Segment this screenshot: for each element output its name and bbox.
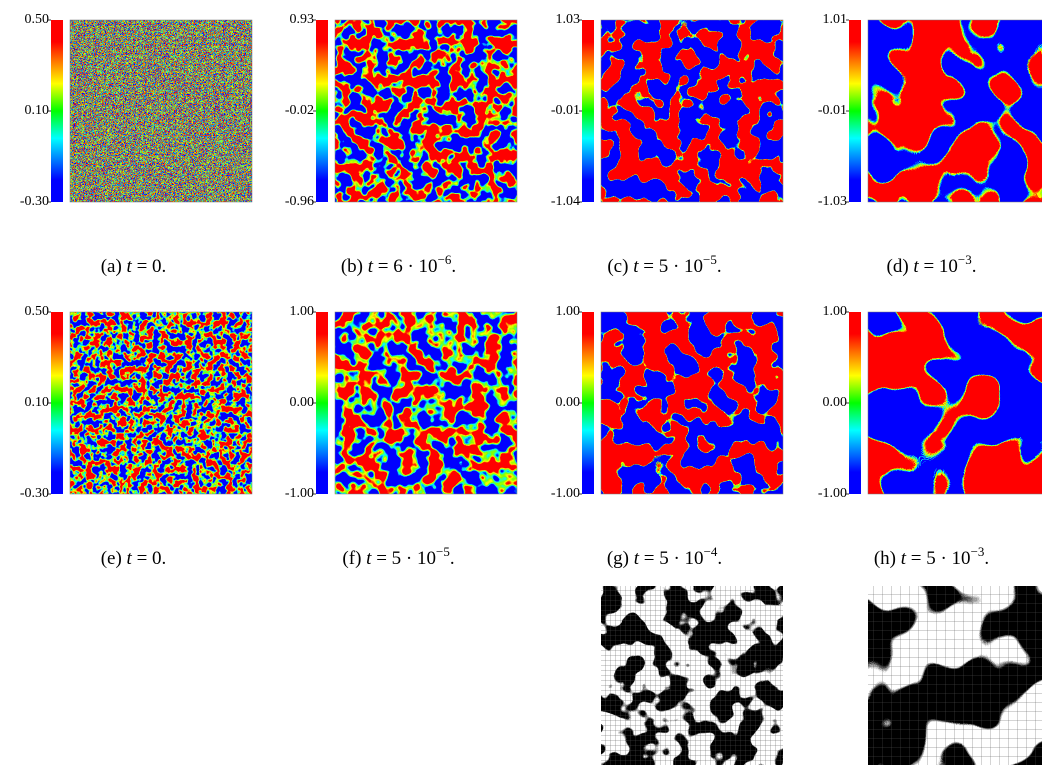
caption-label: (h) bbox=[874, 548, 896, 569]
mesh-panel bbox=[601, 586, 783, 765]
caption-label: (g) bbox=[607, 548, 629, 569]
colorbar-tick-label: -1.03 bbox=[818, 194, 847, 209]
caption-end: . bbox=[717, 548, 722, 569]
colorbar bbox=[849, 20, 861, 202]
caption-end: . bbox=[717, 256, 722, 277]
caption: (f) t = 5 · 10−5. bbox=[342, 544, 454, 569]
caption-exponent: −3 bbox=[971, 544, 985, 559]
caption-expression: = 0 bbox=[137, 256, 162, 277]
caption-variable: t bbox=[127, 256, 133, 277]
panel: 0.50 0.10 -0.30 (e) t = 0. bbox=[20, 304, 252, 569]
colorbar-tick-label: -0.02 bbox=[285, 103, 314, 118]
caption-expression: = 5 · 10 bbox=[643, 256, 703, 277]
figure: 0.50 0.10 -0.30 (a) t = 0. 0.93 -0.02 -0.96 (b)… bbox=[0, 0, 1042, 765]
caption-label: (e) bbox=[101, 548, 122, 569]
caption-expression: = 10 bbox=[923, 256, 957, 277]
colorbar bbox=[51, 312, 63, 494]
caption-exponent: −5 bbox=[703, 252, 717, 267]
mesh-grid bbox=[868, 586, 1042, 765]
caption: (c) t = 5 · 10−5. bbox=[607, 252, 721, 277]
colorbar-tick-label: 0.50 bbox=[25, 304, 50, 319]
colorbar-tick-label: 0.93 bbox=[290, 12, 315, 27]
caption: (d) t = 10−3. bbox=[887, 252, 977, 277]
field-image bbox=[70, 20, 252, 202]
colorbar-tick-label: 0.00 bbox=[290, 395, 315, 410]
caption-exponent: −3 bbox=[958, 252, 972, 267]
caption: (a) t = 0. bbox=[101, 256, 167, 277]
colorbar-tick-label: -0.30 bbox=[20, 486, 49, 501]
colorbar-tick-label: -1.00 bbox=[818, 486, 847, 501]
caption-label: (f) bbox=[342, 548, 361, 569]
caption: (h) t = 5 · 10−3. bbox=[874, 544, 989, 569]
colorbar-tick-label: -1.00 bbox=[551, 486, 580, 501]
colorbar-tick-label: -1.00 bbox=[285, 486, 314, 501]
caption-label: (a) bbox=[101, 256, 122, 277]
caption-variable: t bbox=[913, 256, 919, 277]
colorbar-tick-label: -0.01 bbox=[551, 103, 580, 118]
caption-end: . bbox=[972, 256, 977, 277]
colorbar-tick-label: 0.10 bbox=[25, 395, 50, 410]
caption-variable: t bbox=[634, 548, 640, 569]
field-image bbox=[335, 20, 517, 202]
panel: 0.93 -0.02 -0.96 (b) t = 6 · 10−6. bbox=[285, 12, 517, 277]
caption: (g) t = 5 · 10−4. bbox=[607, 544, 722, 569]
colorbar bbox=[316, 312, 328, 494]
caption-end: . bbox=[162, 548, 167, 569]
caption-expression: = 5 · 10 bbox=[376, 548, 436, 569]
panel: 1.03 -0.01 -1.04 (c) t = 5 · 10−5. bbox=[551, 12, 783, 277]
mesh-grid bbox=[601, 586, 783, 765]
mesh-panel bbox=[868, 586, 1042, 765]
colorbar-tick-label: -0.30 bbox=[20, 194, 49, 209]
panel: 1.00 0.00 -1.00 (g) t = 5 · 10−4. bbox=[551, 304, 783, 569]
colorbar-tick-label: 1.03 bbox=[556, 12, 581, 27]
colorbar bbox=[582, 20, 594, 202]
caption-exponent: −6 bbox=[438, 252, 452, 267]
colorbar bbox=[316, 20, 328, 202]
caption-expression: = 0 bbox=[137, 548, 162, 569]
caption-label: (c) bbox=[607, 256, 628, 277]
caption-variable: t bbox=[901, 548, 907, 569]
caption-end: . bbox=[451, 256, 456, 277]
colorbar-tick-label: 1.00 bbox=[290, 304, 315, 319]
caption-expression: = 5 · 10 bbox=[644, 548, 704, 569]
caption-end: . bbox=[162, 256, 167, 277]
caption-end: . bbox=[984, 548, 989, 569]
caption-variable: t bbox=[368, 256, 374, 277]
panel: 1.00 0.00 -1.00 (h) t = 5 · 10−3. bbox=[818, 304, 1042, 569]
caption-end: . bbox=[450, 548, 455, 569]
colorbar-tick-label: 0.10 bbox=[25, 103, 50, 118]
colorbar bbox=[849, 312, 861, 494]
colorbar-tick-label: 1.00 bbox=[823, 304, 848, 319]
field-image bbox=[601, 312, 783, 494]
field-image bbox=[335, 312, 517, 494]
field-image bbox=[868, 312, 1042, 494]
caption-exponent: −5 bbox=[436, 544, 450, 559]
panel: 1.00 0.00 -1.00 (f) t = 5 · 10−5. bbox=[285, 304, 517, 569]
caption-expression: = 5 · 10 bbox=[911, 548, 971, 569]
field-image bbox=[70, 312, 252, 494]
colorbar-tick-label: -0.01 bbox=[818, 103, 847, 118]
colorbar-tick-label: -0.96 bbox=[285, 194, 314, 209]
colorbar-tick-label: 1.01 bbox=[823, 12, 848, 27]
colorbar-tick-label: 0.00 bbox=[823, 395, 848, 410]
panel: 1.01 -0.01 -1.03 (d) t = 10−3. bbox=[818, 12, 1042, 277]
caption-variable: t bbox=[366, 548, 372, 569]
caption-exponent: −4 bbox=[704, 544, 718, 559]
caption: (e) t = 0. bbox=[101, 548, 167, 569]
caption-variable: t bbox=[633, 256, 639, 277]
colorbar-tick-label: 0.00 bbox=[556, 395, 581, 410]
caption: (b) t = 6 · 10−6. bbox=[341, 252, 456, 277]
colorbar-tick-label: 0.50 bbox=[25, 12, 50, 27]
caption-label: (b) bbox=[341, 256, 363, 277]
colorbar bbox=[582, 312, 594, 494]
caption-label: (d) bbox=[887, 256, 909, 277]
caption-variable: t bbox=[127, 548, 133, 569]
field-image bbox=[868, 20, 1042, 202]
colorbar-tick-label: -1.04 bbox=[551, 194, 580, 209]
field-image bbox=[601, 20, 783, 202]
caption-expression: = 6 · 10 bbox=[378, 256, 438, 277]
panel: 0.50 0.10 -0.30 (a) t = 0. bbox=[20, 12, 252, 277]
colorbar-tick-label: 1.00 bbox=[556, 304, 581, 319]
colorbar bbox=[51, 20, 63, 202]
